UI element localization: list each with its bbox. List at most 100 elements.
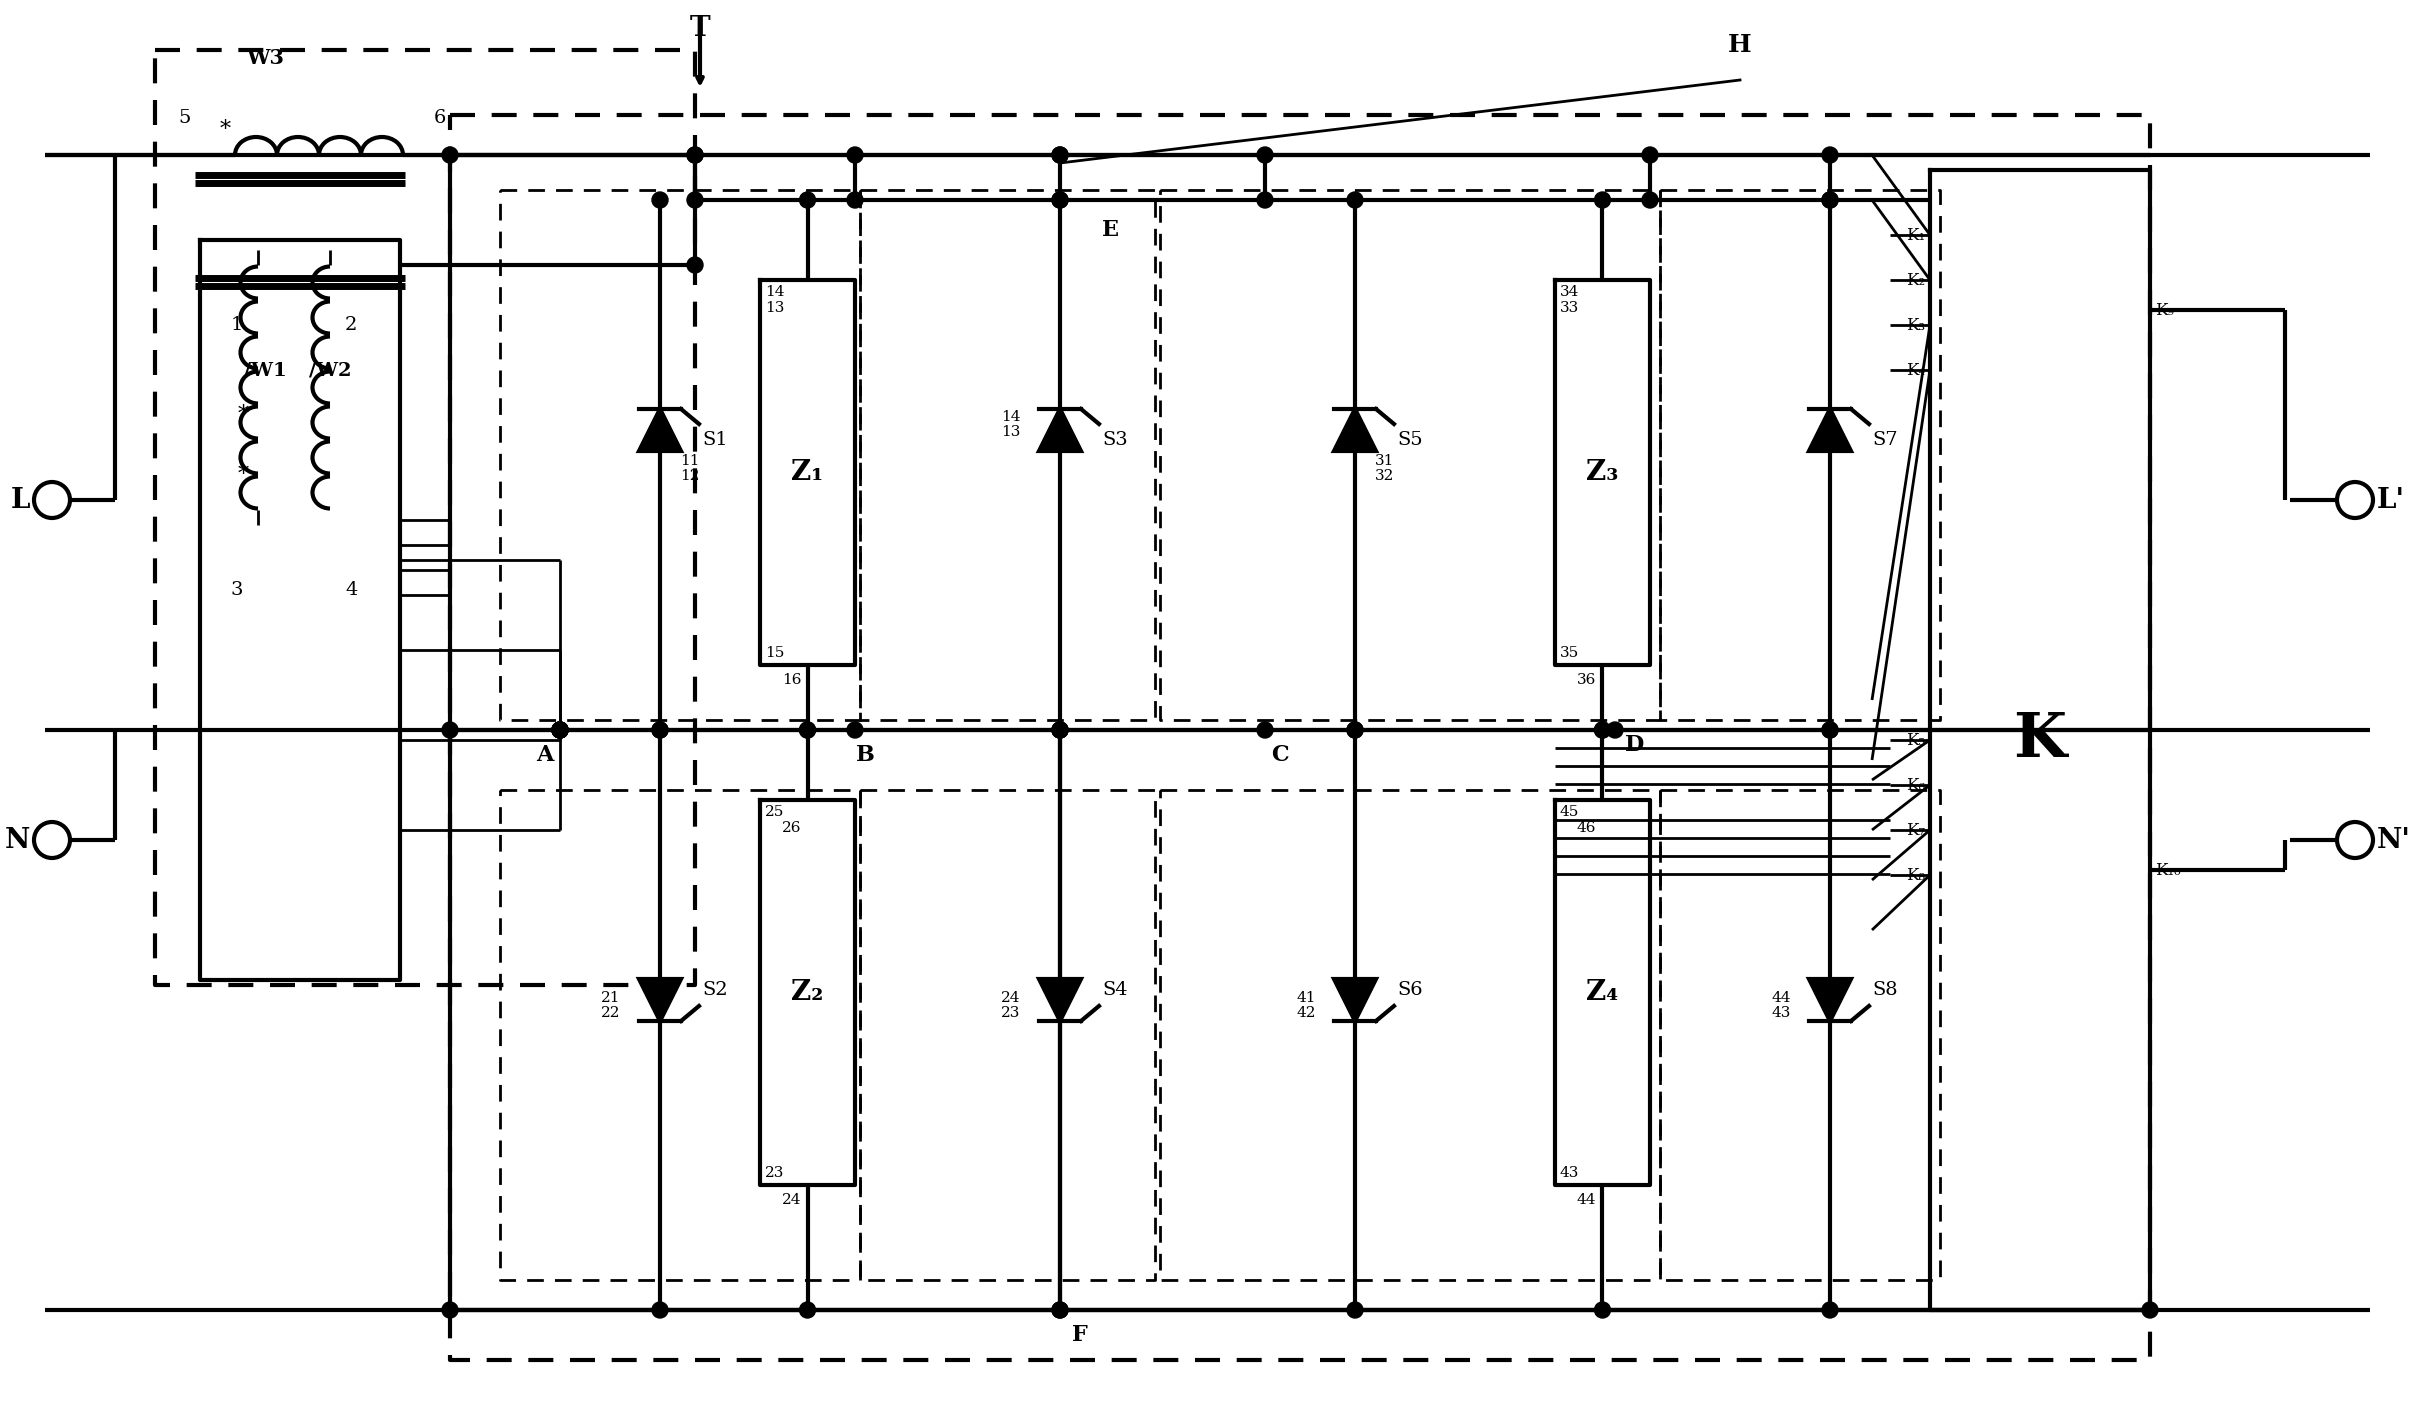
Text: A: A (536, 744, 553, 766)
Text: S7: S7 (1872, 432, 1898, 449)
Text: 23: 23 (766, 1166, 785, 1180)
Circle shape (1053, 722, 1067, 739)
Text: 31: 31 (1374, 454, 1396, 468)
Text: 4: 4 (345, 582, 357, 599)
Circle shape (1642, 192, 1659, 208)
Text: *: * (237, 464, 249, 485)
Text: 24: 24 (1002, 990, 1022, 1005)
Circle shape (1348, 1302, 1362, 1317)
Polygon shape (1809, 979, 1850, 1022)
Circle shape (799, 192, 816, 208)
Text: 5: 5 (179, 109, 191, 127)
Text: S8: S8 (1872, 981, 1898, 999)
Text: 13: 13 (766, 301, 785, 316)
Text: 45: 45 (1560, 805, 1579, 819)
Text: 44: 44 (1577, 1193, 1596, 1207)
Circle shape (1053, 192, 1067, 208)
Text: 42: 42 (1297, 1006, 1316, 1020)
Circle shape (442, 1302, 459, 1317)
Circle shape (1348, 722, 1362, 739)
Polygon shape (640, 409, 681, 451)
Circle shape (1256, 722, 1273, 739)
Circle shape (652, 1302, 669, 1317)
Circle shape (1594, 1302, 1611, 1317)
Text: 13: 13 (1002, 424, 1022, 439)
Circle shape (553, 722, 568, 739)
Text: K₈: K₈ (1905, 866, 1925, 883)
Text: S3: S3 (1101, 432, 1128, 449)
Text: 36: 36 (1577, 674, 1596, 688)
Text: 26: 26 (782, 821, 802, 835)
Circle shape (1594, 192, 1611, 208)
Circle shape (1053, 1302, 1067, 1317)
Text: K₄: K₄ (1905, 361, 1925, 378)
Circle shape (652, 192, 669, 208)
Circle shape (686, 258, 703, 273)
Circle shape (1821, 1302, 1838, 1317)
Text: S6: S6 (1398, 981, 1422, 999)
Text: Z₄: Z₄ (1587, 979, 1618, 1006)
Text: 35: 35 (1560, 647, 1579, 659)
Circle shape (1053, 147, 1067, 163)
Circle shape (686, 147, 703, 163)
Text: 24: 24 (782, 1193, 802, 1207)
Polygon shape (1038, 979, 1082, 1022)
Text: 34: 34 (1560, 284, 1579, 299)
Text: 1: 1 (229, 316, 244, 334)
Circle shape (1053, 722, 1067, 739)
Circle shape (1642, 147, 1659, 163)
Circle shape (553, 722, 568, 739)
Polygon shape (1333, 409, 1377, 451)
Text: E: E (1101, 219, 1118, 241)
Circle shape (1256, 192, 1273, 208)
Text: N: N (5, 826, 29, 853)
Text: K₁₀: K₁₀ (2154, 862, 2181, 879)
Text: S4: S4 (1101, 981, 1128, 999)
Circle shape (442, 722, 459, 739)
Text: K₉: K₉ (2154, 301, 2174, 318)
Text: S2: S2 (703, 981, 727, 999)
Circle shape (799, 1302, 816, 1317)
Polygon shape (640, 979, 681, 1022)
Circle shape (1821, 147, 1838, 163)
Polygon shape (1038, 409, 1082, 451)
Text: B: B (855, 744, 874, 766)
Circle shape (1821, 722, 1838, 739)
Circle shape (799, 722, 816, 739)
Text: 3: 3 (229, 582, 244, 599)
Text: 11: 11 (681, 454, 700, 468)
Circle shape (848, 722, 862, 739)
Circle shape (1256, 147, 1273, 163)
Text: 2: 2 (345, 316, 357, 334)
Circle shape (848, 192, 862, 208)
Text: L: L (10, 487, 29, 514)
Text: D: D (1625, 734, 1645, 756)
Text: Z₂: Z₂ (792, 979, 824, 1006)
Text: K: K (2014, 710, 2067, 770)
Polygon shape (1333, 979, 1377, 1022)
Text: S5: S5 (1398, 432, 1422, 449)
Text: 16: 16 (782, 674, 802, 688)
Text: *: * (237, 405, 249, 426)
Text: 44: 44 (1770, 990, 1792, 1005)
Text: *: * (220, 119, 229, 142)
Circle shape (1606, 722, 1623, 739)
Circle shape (1821, 192, 1838, 208)
Circle shape (686, 147, 703, 163)
Circle shape (553, 722, 568, 739)
Circle shape (553, 722, 568, 739)
Text: 6: 6 (435, 109, 447, 127)
Text: Z₁: Z₁ (792, 458, 824, 485)
Text: 15: 15 (766, 647, 785, 659)
Polygon shape (1809, 409, 1850, 451)
Circle shape (1053, 192, 1067, 208)
Text: K₁: K₁ (1905, 226, 1925, 243)
Text: Z₃: Z₃ (1587, 458, 1618, 485)
Text: 14: 14 (1002, 410, 1022, 424)
Text: K₆: K₆ (1905, 777, 1925, 794)
Text: F: F (1072, 1324, 1087, 1346)
Text: 25: 25 (766, 805, 785, 819)
Circle shape (1348, 722, 1362, 739)
Text: K₇: K₇ (1905, 822, 1925, 839)
Text: N': N' (2376, 826, 2410, 853)
